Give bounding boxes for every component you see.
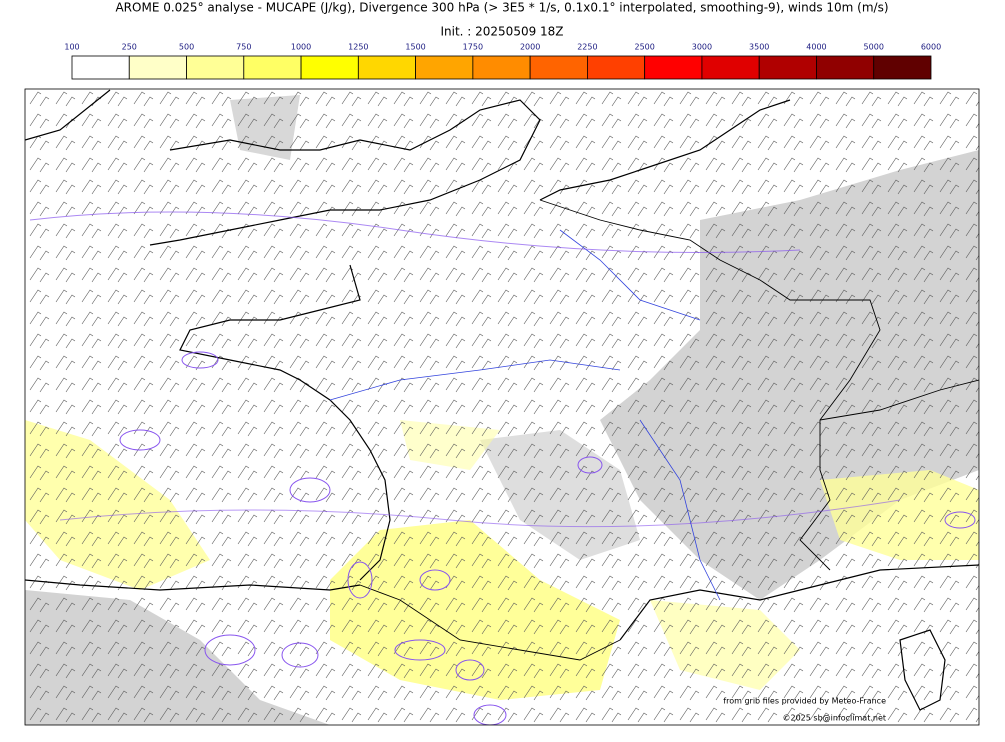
colorbar-tick-label: 250 bbox=[122, 43, 137, 52]
colorbar-tick-label: 1500 bbox=[405, 43, 425, 52]
rivers bbox=[329, 229, 721, 601]
colorbar-segment bbox=[644, 55, 703, 80]
colorbar-segment bbox=[873, 55, 932, 80]
colorbar-tick-label: 3500 bbox=[749, 43, 769, 52]
borders bbox=[359, 199, 979, 661]
colorbar-segment bbox=[186, 55, 245, 80]
colorbar-segment bbox=[415, 55, 474, 80]
colorbar-segment bbox=[816, 55, 875, 80]
colorbar-tick-label: 100 bbox=[64, 43, 79, 52]
colorbar-tick-label: 2250 bbox=[577, 43, 597, 52]
init-time: Init. : 20250509 18Z bbox=[440, 25, 563, 39]
colorbar-segment bbox=[587, 55, 646, 80]
colorbar-segment bbox=[758, 55, 817, 80]
colorbar-segment bbox=[243, 55, 302, 80]
copyright: ©2025 sb@infoclimat.net bbox=[783, 714, 887, 723]
colorbar-tick-label: 5000 bbox=[864, 43, 884, 52]
map-title: AROME 0.025° analyse - MUCAPE (J/kg), Di… bbox=[115, 1, 888, 15]
source-credit: from grib files provided by Meteo-France bbox=[723, 697, 886, 706]
map-frame bbox=[24, 88, 980, 726]
colorbar-tick-label: 3000 bbox=[692, 43, 712, 52]
divergence-contours bbox=[29, 211, 976, 725]
wind-barbs bbox=[25, 89, 979, 725]
colorbar-tick-label: 2500 bbox=[634, 43, 654, 52]
colorbar-segment bbox=[128, 55, 187, 80]
colorbar-segment bbox=[71, 55, 130, 80]
colorbar-tick-label: 1250 bbox=[348, 43, 368, 52]
colorbar-tick-label: 4000 bbox=[806, 43, 826, 52]
colorbar-segment bbox=[529, 55, 588, 80]
colorbar-tick-label: 750 bbox=[236, 43, 251, 52]
colorbar-tick-label: 500 bbox=[179, 43, 194, 52]
colorbar: 100 250 500 750 1000 1250 1500 1750 2000 2250 2500… bbox=[64, 43, 941, 80]
colorbar-segment bbox=[472, 55, 531, 80]
colorbar-segment bbox=[701, 55, 760, 80]
colorbar-tick-label: 2000 bbox=[520, 43, 540, 52]
colorbar-segment bbox=[357, 55, 417, 80]
colorbar-tick-label: 1000 bbox=[291, 43, 311, 52]
colorbar-tick-label: 6000 bbox=[921, 43, 941, 52]
coastlines bbox=[25, 89, 979, 711]
colorbar-segment bbox=[300, 55, 359, 80]
map bbox=[25, 89, 979, 725]
colorbar-tick-label: 1750 bbox=[463, 43, 483, 52]
